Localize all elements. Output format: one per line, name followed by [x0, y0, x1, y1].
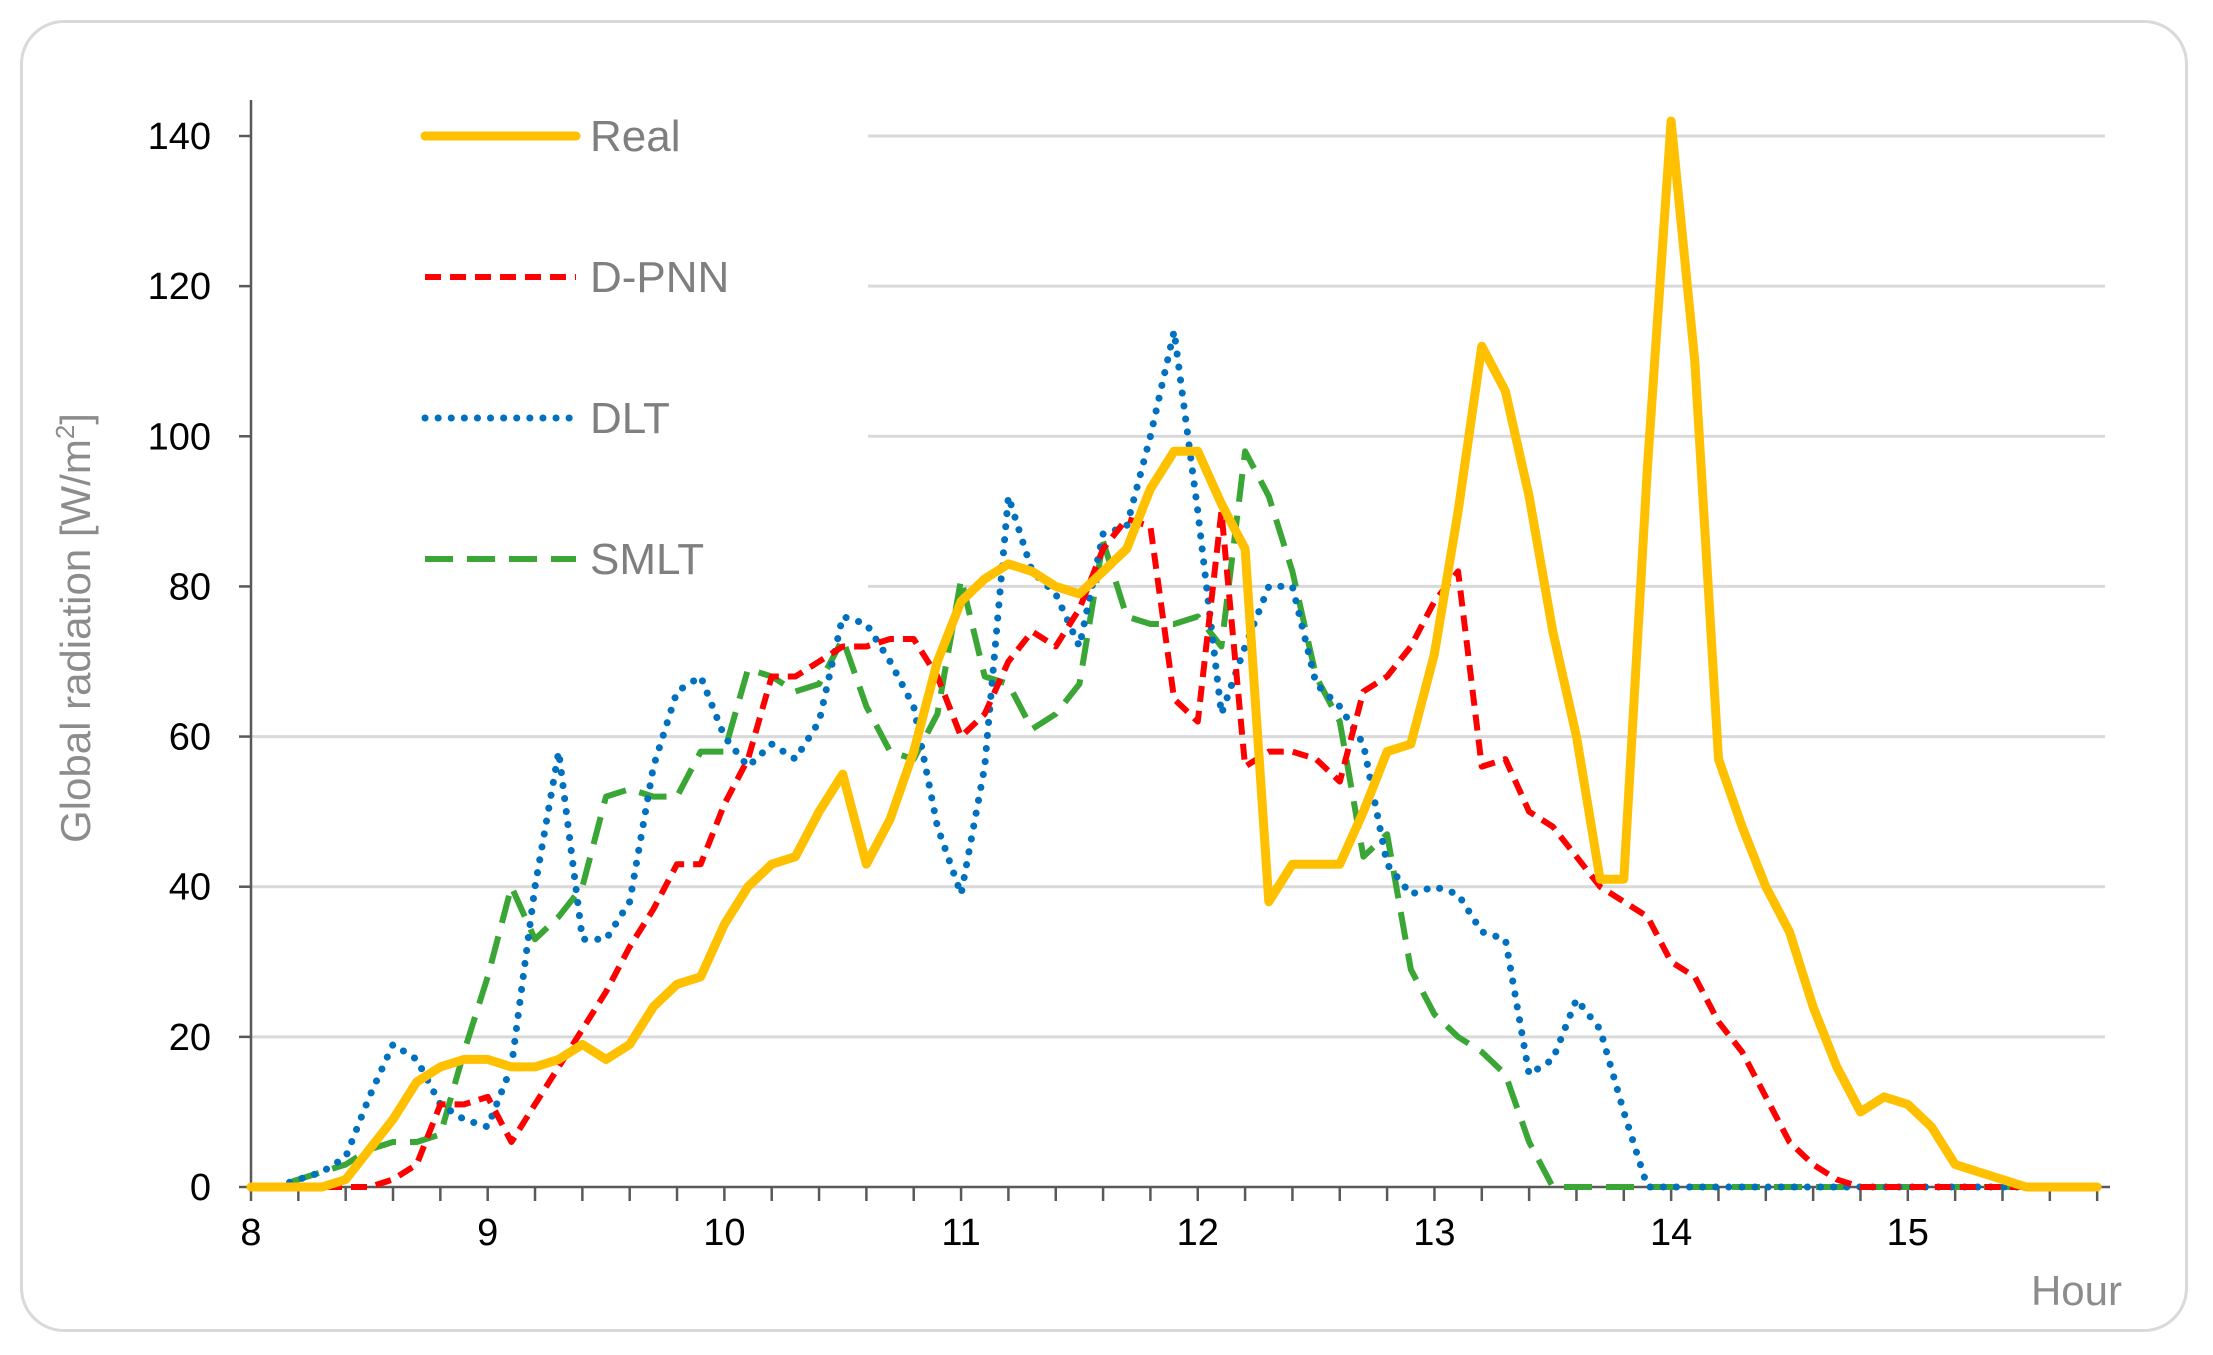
legend: Real D-PNN DLT SMLT [420, 112, 729, 584]
gridlines [251, 134, 2105, 1039]
legend-label-dlt: DLT [590, 394, 670, 443]
x-tick-label-11: 11 [941, 1212, 980, 1254]
x-tick-label-15: 15 [1887, 1212, 1929, 1254]
series-line-smlt [251, 448, 2098, 1190]
chart-frame [20, 20, 2188, 1332]
series-lines [246, 116, 2102, 1192]
legend-label-d-pnn: D-PNN [590, 253, 729, 302]
y-tick-label-80: 80 [169, 566, 211, 608]
x-tick-label-10: 10 [703, 1212, 745, 1254]
y-axis-title-end: ] [52, 413, 99, 425]
y-tick-label-20: 20 [169, 1017, 211, 1059]
series-line-d-pnn [251, 508, 2098, 1190]
y-axis-title-superscript: 2 [50, 425, 80, 439]
y-tick-label-40: 40 [169, 867, 211, 909]
legend-label-smlt: SMLT [590, 535, 704, 584]
y-tick-label-120: 120 [148, 266, 211, 308]
y-tick-label-100: 100 [148, 416, 211, 458]
x-tick-label-8: 8 [240, 1212, 261, 1254]
y-tick-label-0: 0 [190, 1167, 211, 1209]
series-line-real [246, 116, 2102, 1192]
x-tick-label-12: 12 [1177, 1212, 1219, 1254]
y-axis-title: Global radiation [W/m2] [50, 413, 99, 843]
y-tick-label-60: 60 [169, 717, 211, 759]
y-tick-label-140: 140 [148, 116, 211, 158]
legend-label-real: Real [590, 112, 681, 161]
tick-labels: 0 20 40 60 80 100 120 140 8 9 10 11 12 13 14 15 [148, 116, 1929, 1254]
y-axis-title-main: Global radiation [W/m [52, 439, 99, 843]
x-tick-label-9: 9 [477, 1212, 498, 1254]
x-tick-label-13: 13 [1413, 1212, 1455, 1254]
x-axis-title: Hour [2031, 1267, 2122, 1314]
x-tick-label-14: 14 [1650, 1212, 1692, 1254]
series-line-dlt [247, 327, 2101, 1191]
